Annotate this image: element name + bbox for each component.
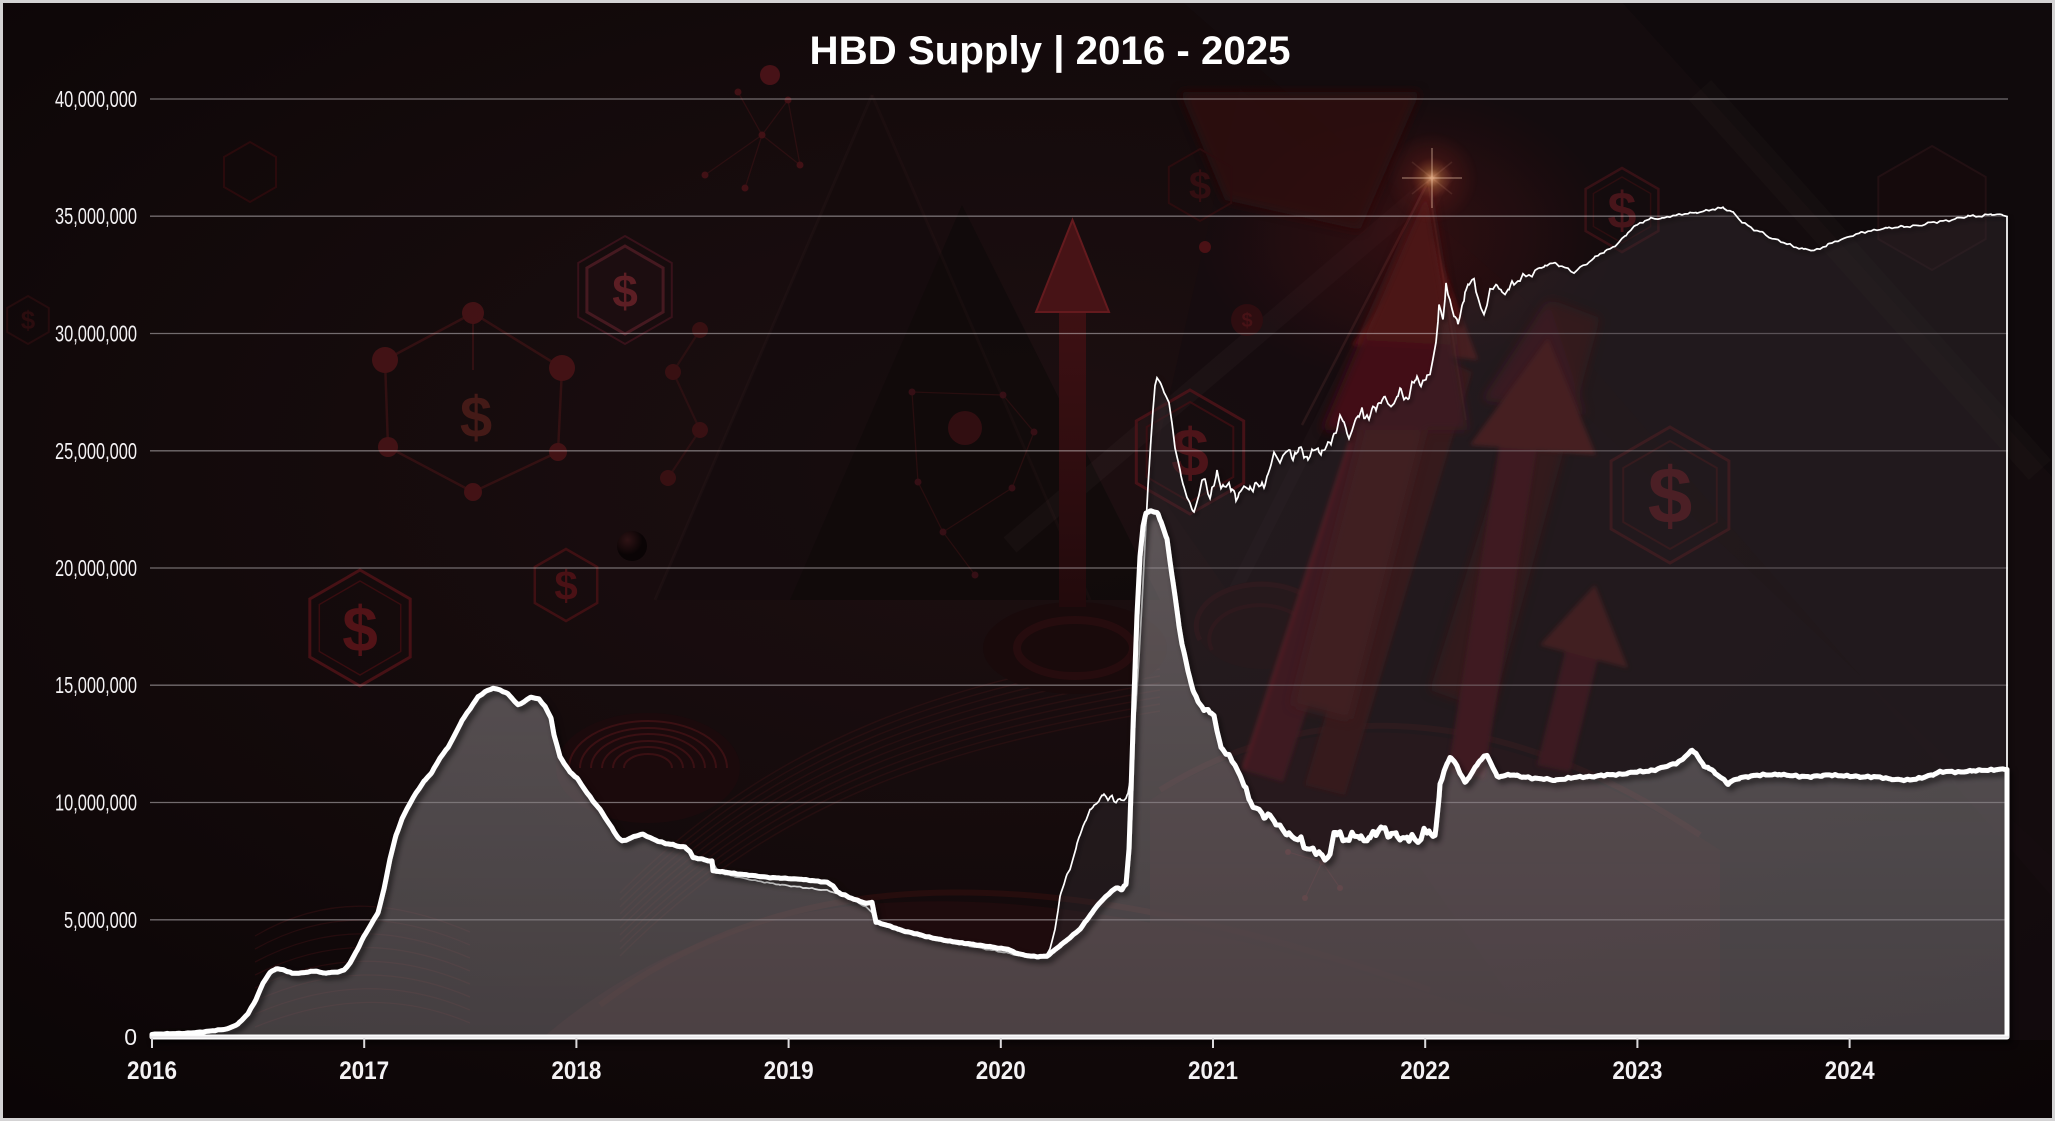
svg-text:15,000,000: 15,000,000: [55, 672, 137, 698]
svg-text:40,000,000: 40,000,000: [55, 86, 137, 112]
svg-text:30,000,000: 30,000,000: [55, 321, 137, 347]
svg-text:$: $: [342, 593, 378, 665]
svg-text:2020: 2020: [976, 1057, 1026, 1085]
svg-text:0: 0: [124, 1024, 137, 1050]
svg-text:$: $: [460, 385, 492, 450]
svg-text:35,000,000: 35,000,000: [55, 203, 137, 229]
svg-text:2016: 2016: [127, 1057, 177, 1085]
svg-text:2023: 2023: [1612, 1057, 1662, 1085]
svg-text:$: $: [612, 265, 638, 317]
svg-text:20,000,000: 20,000,000: [55, 555, 137, 581]
svg-text:2024: 2024: [1825, 1057, 1875, 1085]
svg-text:2022: 2022: [1400, 1057, 1450, 1085]
svg-text:$: $: [1241, 310, 1252, 332]
svg-text:2018: 2018: [551, 1057, 601, 1085]
svg-text:2019: 2019: [764, 1057, 814, 1085]
svg-text:2017: 2017: [339, 1057, 389, 1085]
svg-text:$: $: [21, 305, 36, 335]
svg-text:$: $: [1648, 451, 1693, 540]
svg-text:10,000,000: 10,000,000: [55, 790, 137, 816]
svg-text:$: $: [1171, 415, 1209, 491]
svg-text:$: $: [554, 562, 577, 609]
svg-text:2021: 2021: [1188, 1057, 1238, 1085]
svg-text:5,000,000: 5,000,000: [64, 907, 137, 933]
svg-text:25,000,000: 25,000,000: [55, 438, 137, 464]
svg-text:$: $: [1189, 164, 1211, 208]
svg-text:HBD Supply | 2016 - 2025: HBD Supply | 2016 - 2025: [810, 29, 1291, 73]
